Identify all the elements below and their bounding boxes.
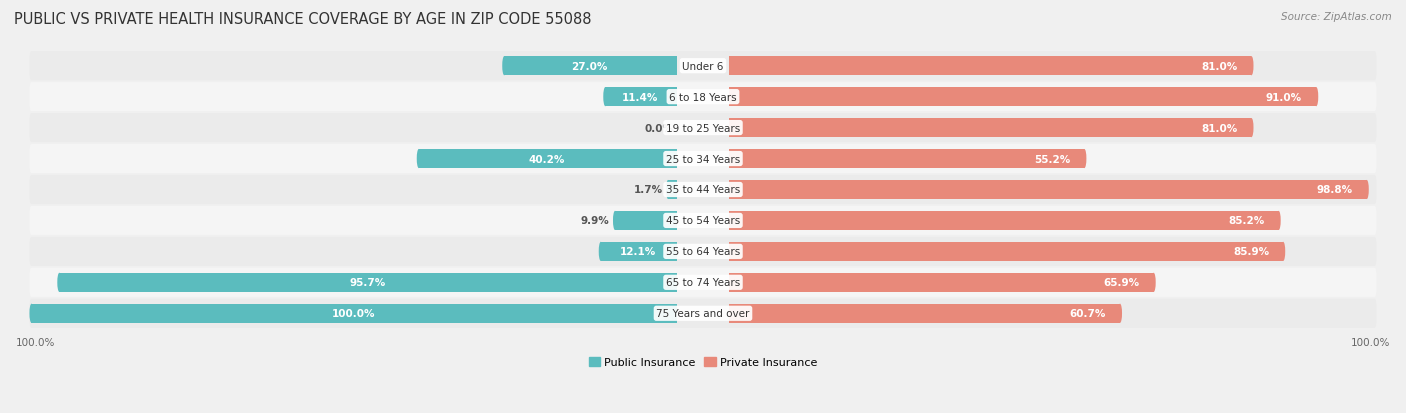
Bar [728,180,1367,199]
Circle shape [603,88,607,107]
Circle shape [613,211,617,230]
Text: 100.0%: 100.0% [332,309,375,318]
FancyBboxPatch shape [30,206,1376,235]
Text: Source: ZipAtlas.com: Source: ZipAtlas.com [1281,12,1392,22]
Bar [668,180,678,199]
Bar [728,88,731,107]
Bar [728,57,731,76]
Bar [728,150,1084,169]
Bar [728,211,1278,230]
Bar [728,88,1316,107]
Text: 9.9%: 9.9% [581,216,610,226]
Bar [675,211,678,230]
Bar [605,88,678,107]
Text: 95.7%: 95.7% [349,278,385,287]
Bar [728,180,731,199]
Text: 81.0%: 81.0% [1201,62,1237,71]
Bar [419,150,678,169]
Text: 75 Years and over: 75 Years and over [657,309,749,318]
Bar [728,150,731,169]
Circle shape [1083,150,1087,169]
Text: 6 to 18 Years: 6 to 18 Years [669,93,737,102]
Text: 35 to 44 Years: 35 to 44 Years [666,185,740,195]
Text: 55 to 64 Years: 55 to 64 Years [666,247,740,257]
FancyBboxPatch shape [30,83,1376,112]
Bar [728,119,1251,138]
Bar [59,273,678,292]
Legend: Public Insurance, Private Insurance: Public Insurance, Private Insurance [583,353,823,372]
Circle shape [416,150,420,169]
Bar [675,242,678,261]
Text: 55.2%: 55.2% [1033,154,1070,164]
Circle shape [1277,211,1281,230]
Text: 40.2%: 40.2% [529,154,565,164]
Text: 27.0%: 27.0% [571,62,607,71]
Bar [675,88,678,107]
Bar [728,119,731,138]
Circle shape [1250,119,1254,138]
Bar [728,242,1284,261]
Text: 65 to 74 Years: 65 to 74 Years [666,278,740,287]
Bar [728,273,1154,292]
Circle shape [502,57,506,76]
Bar [728,304,1121,323]
Text: 60.7%: 60.7% [1070,309,1107,318]
Text: 1.7%: 1.7% [634,185,662,195]
Bar [728,304,731,323]
FancyBboxPatch shape [30,237,1376,266]
Text: Under 6: Under 6 [682,62,724,71]
Circle shape [1118,304,1122,323]
Bar [728,273,731,292]
Bar [728,211,731,230]
FancyBboxPatch shape [30,114,1376,143]
FancyBboxPatch shape [30,52,1376,81]
Circle shape [1365,180,1369,199]
FancyBboxPatch shape [30,145,1376,173]
FancyBboxPatch shape [30,299,1376,328]
Bar [614,211,678,230]
Circle shape [1250,57,1254,76]
FancyBboxPatch shape [30,176,1376,204]
Circle shape [1315,88,1319,107]
Text: 0.0%: 0.0% [645,123,673,133]
Circle shape [58,273,62,292]
Text: 11.4%: 11.4% [621,93,658,102]
Text: 12.1%: 12.1% [620,247,657,257]
Circle shape [1152,273,1156,292]
Bar [31,304,678,323]
Bar [675,180,678,199]
Text: 65.9%: 65.9% [1104,278,1139,287]
Text: 91.0%: 91.0% [1265,93,1302,102]
Text: PUBLIC VS PRIVATE HEALTH INSURANCE COVERAGE BY AGE IN ZIP CODE 55088: PUBLIC VS PRIVATE HEALTH INSURANCE COVER… [14,12,592,27]
Circle shape [666,180,671,199]
Text: 98.8%: 98.8% [1316,185,1353,195]
Bar [600,242,678,261]
Circle shape [30,304,34,323]
Text: 81.0%: 81.0% [1201,123,1237,133]
Text: 19 to 25 Years: 19 to 25 Years [666,123,740,133]
Text: 85.2%: 85.2% [1229,216,1264,226]
Circle shape [1281,242,1285,261]
Text: 85.9%: 85.9% [1233,247,1270,257]
Bar [505,57,678,76]
Bar [675,150,678,169]
Bar [728,242,731,261]
Text: 25 to 34 Years: 25 to 34 Years [666,154,740,164]
Bar [675,273,678,292]
Bar [675,304,678,323]
Circle shape [599,242,603,261]
Bar [728,57,1251,76]
FancyBboxPatch shape [30,268,1376,297]
Text: 45 to 54 Years: 45 to 54 Years [666,216,740,226]
Bar [675,57,678,76]
